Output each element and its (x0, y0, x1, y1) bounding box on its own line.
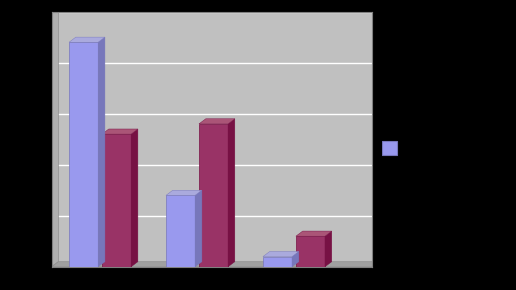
Polygon shape (199, 119, 235, 124)
Bar (296, 236, 325, 267)
Bar (382, 141, 397, 155)
Polygon shape (52, 262, 378, 267)
Polygon shape (228, 119, 235, 267)
Polygon shape (263, 251, 299, 257)
Bar (102, 134, 131, 267)
Polygon shape (102, 129, 138, 134)
Polygon shape (69, 37, 105, 42)
Polygon shape (98, 37, 105, 267)
Polygon shape (296, 231, 332, 236)
Bar (263, 257, 292, 267)
Polygon shape (131, 129, 138, 267)
Polygon shape (166, 190, 202, 195)
Polygon shape (325, 231, 332, 267)
Bar (69, 42, 98, 267)
Bar (199, 124, 228, 267)
Bar (166, 195, 195, 267)
Polygon shape (195, 190, 202, 267)
Polygon shape (292, 251, 299, 267)
Polygon shape (52, 6, 58, 267)
